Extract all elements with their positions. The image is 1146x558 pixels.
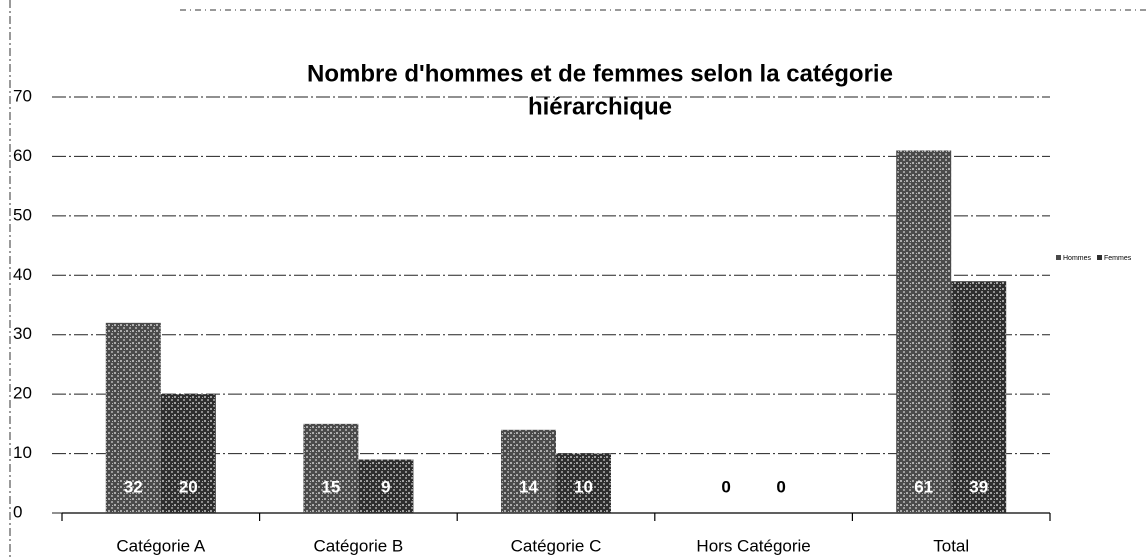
y-tick-label: 20 bbox=[13, 384, 32, 403]
y-tick-label: 10 bbox=[13, 443, 32, 462]
x-tick-label: Catégorie C bbox=[511, 536, 602, 555]
y-tick-label: 0 bbox=[13, 502, 22, 521]
bar-texture bbox=[556, 453, 611, 513]
bar-texture bbox=[951, 281, 1007, 513]
y-tick-label: 40 bbox=[13, 265, 32, 284]
y-tick-label: 70 bbox=[13, 86, 32, 105]
data-label: 61 bbox=[914, 477, 933, 496]
legend-swatch bbox=[1056, 255, 1061, 260]
chart-title: hiérarchique bbox=[528, 93, 672, 120]
data-label: 9 bbox=[381, 477, 390, 496]
data-label: 32 bbox=[124, 477, 143, 496]
data-label: 0 bbox=[776, 477, 785, 496]
bar-texture bbox=[303, 423, 359, 513]
data-label: 39 bbox=[969, 477, 988, 496]
bar-texture bbox=[358, 459, 414, 513]
bar-texture bbox=[896, 150, 952, 513]
x-tick-label: Hors Catégorie bbox=[696, 536, 810, 555]
bar-texture bbox=[105, 322, 161, 513]
data-label: 15 bbox=[321, 477, 340, 496]
data-label: 10 bbox=[574, 477, 593, 496]
legend-swatch bbox=[1097, 255, 1103, 260]
y-tick-label: 30 bbox=[13, 324, 32, 343]
data-label: 20 bbox=[179, 477, 198, 496]
y-tick-label: 60 bbox=[13, 146, 32, 165]
x-tick-label: Total bbox=[933, 536, 969, 555]
y-tick-label: 50 bbox=[13, 205, 32, 224]
x-tick-label: Catégorie A bbox=[116, 536, 205, 555]
bar-texture bbox=[160, 394, 216, 513]
x-tick-label: Catégorie B bbox=[314, 536, 404, 555]
legend-label: Hommes bbox=[1063, 255, 1092, 262]
legend-label: Femmes bbox=[1104, 255, 1132, 262]
chart-title: Nombre d'hommes et de femmes selon la ca… bbox=[307, 60, 893, 87]
data-label: 0 bbox=[721, 477, 730, 496]
bar-texture bbox=[501, 429, 556, 513]
data-label: 14 bbox=[519, 477, 538, 496]
